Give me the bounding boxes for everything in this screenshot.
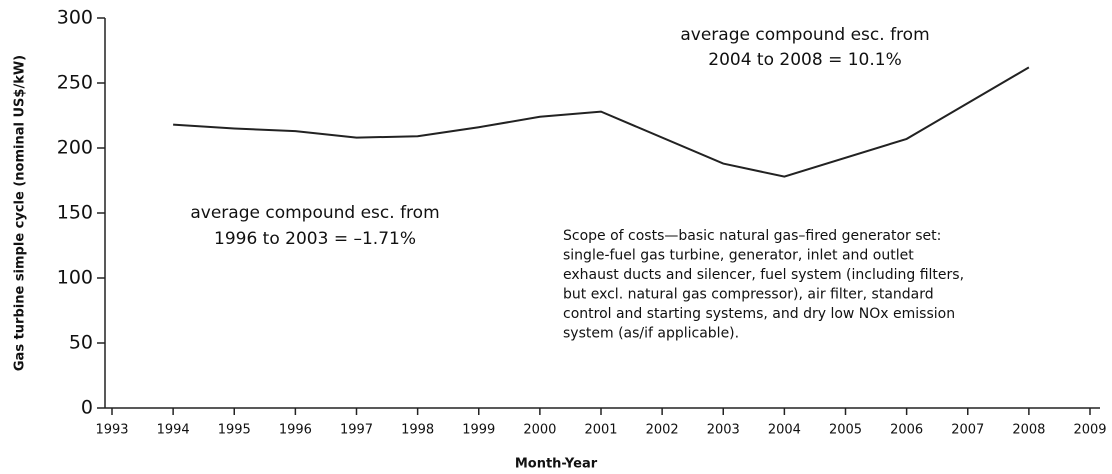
- annotation: but excl. natural gas compressor), air f…: [563, 287, 934, 303]
- x-tick-label: 2000: [523, 423, 556, 438]
- annotation: exhaust ducts and silencer, fuel system …: [563, 267, 964, 283]
- y-tick-label: 200: [57, 137, 93, 159]
- y-tick-label: 150: [57, 202, 93, 224]
- annotation: system (as/if applicable).: [563, 326, 739, 342]
- x-tick-label: 2008: [1012, 423, 1045, 438]
- x-tick-label: 2007: [951, 423, 984, 438]
- data-line: [173, 66, 1030, 178]
- annotation: 2004 to 2008 = 10.1%: [708, 50, 901, 70]
- annotation: 1996 to 2003 = –1.71%: [214, 229, 416, 249]
- x-tick-label: 1996: [279, 423, 312, 438]
- y-tick-label: 100: [57, 267, 93, 289]
- x-tick-label: 1999: [462, 423, 495, 438]
- x-tick-label: 2001: [584, 423, 617, 438]
- x-tick-label: 2002: [646, 423, 679, 438]
- y-tick-label: 0: [81, 397, 93, 419]
- x-tick-label: 1995: [218, 423, 251, 438]
- y-tick-label: 300: [57, 7, 93, 29]
- annotation: single-fuel gas turbine, generator, inle…: [563, 248, 914, 264]
- x-tick-label: 1994: [157, 423, 190, 438]
- x-axis-label: Month-Year: [515, 457, 598, 472]
- x-tick-label: 1998: [401, 423, 434, 438]
- annotation: average compound esc. from: [680, 25, 929, 45]
- y-tick-label: 50: [69, 332, 93, 354]
- x-tick-label: 2004: [768, 423, 801, 438]
- x-tick-label: 2005: [829, 423, 862, 438]
- x-tick-label: 1993: [95, 423, 128, 438]
- y-axis-label: Gas turbine simple cycle (nominal US$/kW…: [13, 55, 28, 371]
- x-tick-label: 2006: [890, 423, 923, 438]
- y-tick-label: 250: [57, 72, 93, 94]
- annotation: average compound esc. from: [190, 203, 439, 223]
- x-tick-label: 2003: [707, 423, 740, 438]
- x-tick-label: 2009: [1073, 423, 1106, 438]
- annotation: control and starting systems, and dry lo…: [563, 306, 955, 322]
- x-tick-label: 1997: [340, 423, 373, 438]
- annotation: Scope of costs—basic natural gas–fired g…: [563, 228, 941, 244]
